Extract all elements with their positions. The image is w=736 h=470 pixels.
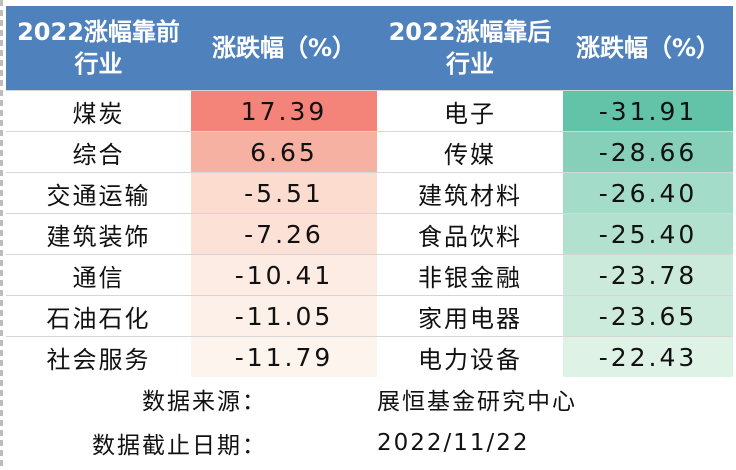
bottom-industry-name: 传媒: [377, 131, 563, 172]
header-bottom-industry-line1: 2022涨幅靠后: [388, 18, 552, 46]
bottom-industry-name: 电子: [377, 90, 563, 131]
bottom-industry-value: -23.78: [563, 254, 733, 295]
date-label: 数据截止日期：: [92, 433, 267, 459]
bottom-industry-value: -31.91: [563, 90, 733, 131]
header-bottom-industry: 2022涨幅靠后 行业: [377, 6, 563, 90]
top-industry-value: -5.51: [191, 172, 377, 213]
date-value: 2022/11/22: [377, 430, 530, 456]
bottom-industry-value: -25.40: [563, 213, 733, 254]
bottom-industry-name: 非银金融: [377, 254, 563, 295]
header-top-industry-line2: 行业: [74, 50, 123, 78]
top-industry-name: 综合: [6, 131, 191, 172]
header-top-industry-line1: 2022涨幅靠前: [17, 18, 180, 46]
header-top-change: 涨跌幅（%）: [191, 6, 377, 90]
bottom-industry-value: -22.43: [563, 336, 733, 377]
top-industry-name: 石油石化: [6, 295, 191, 336]
bottom-industry-name: 家用电器: [377, 295, 563, 336]
top-industry-name: 煤炭: [6, 90, 191, 131]
header-bottom-change: 涨跌幅（%）: [563, 6, 733, 90]
top-industry-name: 交通运输: [6, 172, 191, 213]
table-footer: 数据来源： 展恒基金研究中心 数据截止日期： 2022/11/22: [6, 377, 733, 465]
left-dashed-border: [0, 0, 3, 470]
source-label: 数据来源：: [142, 389, 267, 415]
top-industry-name: 社会服务: [6, 336, 191, 377]
top-industry-value: -11.05: [191, 295, 377, 336]
top-industry-name: 通信: [6, 254, 191, 295]
bottom-industry-name: 电力设备: [377, 336, 563, 377]
bottom-industry-name: 食品饮料: [377, 213, 563, 254]
header-bottom-industry-line2: 行业: [446, 50, 494, 78]
top-industry-value: -10.41: [191, 254, 377, 295]
source-value: 展恒基金研究中心: [377, 389, 577, 415]
top-industry-value: -7.26: [191, 213, 377, 254]
top-industry-value: 17.39: [191, 90, 377, 131]
industry-ranking-table: 2022涨幅靠前 行业 涨跌幅（%） 2022涨幅靠后 行业 涨跌幅（%） 煤炭…: [6, 6, 733, 377]
bottom-industry-value: -23.65: [563, 295, 733, 336]
header-top-industry: 2022涨幅靠前 行业: [6, 6, 191, 90]
top-industry-name: 建筑装饰: [6, 213, 191, 254]
top-industry-value: 6.65: [191, 131, 377, 172]
bottom-industry-value: -28.66: [563, 131, 733, 172]
bottom-industry-value: -26.40: [563, 172, 733, 213]
top-industry-value: -11.79: [191, 336, 377, 377]
bottom-industry-name: 建筑材料: [377, 172, 563, 213]
